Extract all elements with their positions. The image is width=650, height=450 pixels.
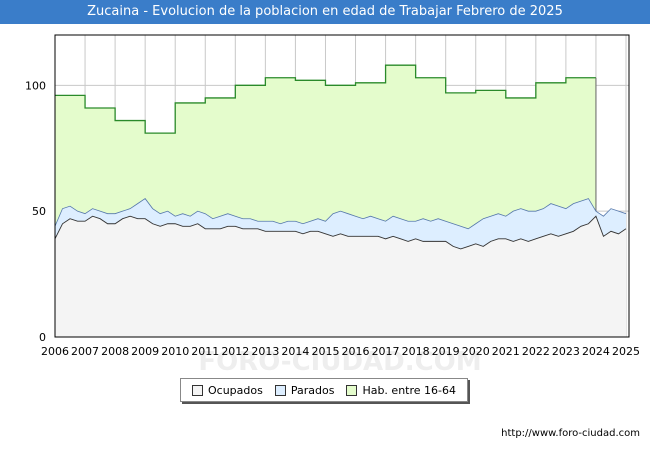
legend-label-hab: Hab. entre 16-64 [362, 383, 456, 397]
legend-item-ocupados: Ocupados [191, 383, 263, 397]
x-tick-label: 2022 [522, 345, 550, 358]
x-tick-label: 2015 [311, 345, 339, 358]
plot-border [54, 34, 630, 338]
chart-legend: Ocupados Parados Hab. entre 16-64 [180, 378, 468, 402]
x-tick-label: 2025 [612, 345, 640, 358]
x-tick-label: 2014 [281, 345, 309, 358]
x-tick-label: 2021 [492, 345, 520, 358]
x-tick-label: 2008 [101, 345, 129, 358]
x-tick-label: 2024 [582, 345, 610, 358]
legend-swatch-ocupados [191, 384, 203, 396]
x-tick-label: 2006 [41, 345, 69, 358]
source-link[interactable]: http://www.foro-ciudad.com [501, 428, 640, 439]
x-tick-label: 2013 [251, 345, 279, 358]
x-tick-label: 2007 [71, 345, 99, 358]
series-hab-line [55, 64, 596, 134]
x-tick-label: 2019 [432, 345, 460, 358]
y-tick-label: 0 [39, 331, 46, 344]
y-tick-label: 100 [25, 79, 46, 92]
chart-title: Zucaina - Evolucion de la poblacion en e… [0, 0, 650, 24]
series-ocupados-line [54, 215, 627, 250]
x-tick-label: 2009 [131, 345, 159, 358]
legend-label-parados: Parados [290, 383, 335, 397]
x-tick-label: 2010 [161, 345, 189, 358]
x-tick-label: 2020 [462, 345, 490, 358]
legend-item-parados: Parados [274, 383, 335, 397]
watermark-text: FORO-CIUDAD.COM [198, 347, 481, 377]
x-tick-label: 2011 [191, 345, 219, 358]
y-tick-label: 50 [32, 205, 46, 218]
legend-swatch-hab [346, 384, 358, 396]
x-tick-label: 2017 [372, 345, 400, 358]
legend-item-hab: Hab. entre 16-64 [346, 384, 456, 397]
legend-swatch-parados [274, 384, 286, 396]
x-tick-label: 2012 [221, 345, 249, 358]
x-tick-label: 2016 [342, 345, 370, 358]
series-parados-line [54, 198, 627, 230]
x-tick-label: 2018 [402, 345, 430, 358]
legend-label-ocupados: Ocupados [207, 383, 263, 397]
x-tick-label: 2023 [552, 345, 580, 358]
